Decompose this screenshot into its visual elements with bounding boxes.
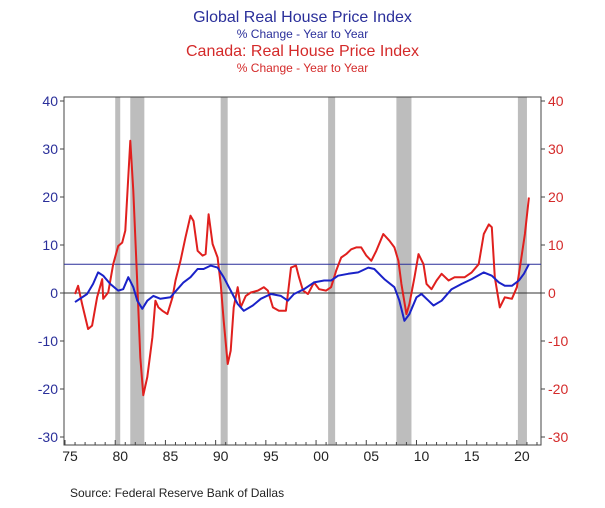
- source-note: Source: Federal Reserve Bank of Dallas: [70, 486, 285, 500]
- series-line-canada: [74, 139, 530, 397]
- x-tick-label: 95: [263, 448, 279, 464]
- x-tick-label: 80: [112, 448, 128, 464]
- y-tick-label-right: 30: [548, 141, 564, 157]
- x-tick-label: 10: [414, 448, 430, 464]
- y-tick-label-left: -20: [38, 381, 58, 397]
- y-tick-label-left: -30: [38, 429, 58, 445]
- x-tick-label: 00: [313, 448, 329, 464]
- y-tick-label-left: 40: [42, 93, 58, 109]
- x-tick-label: 20: [514, 448, 530, 464]
- y-tick-label-left: 0: [50, 285, 58, 301]
- recession-band: [328, 97, 336, 445]
- y-tick-label-right: 20: [548, 189, 564, 205]
- y-tick-label-right: -30: [548, 429, 568, 445]
- y-tick-label-right: 0: [548, 285, 556, 301]
- y-tick-label-left: 10: [42, 237, 58, 253]
- chart-subtitle-canada: % Change - Year to Year: [236, 61, 369, 75]
- chart-title-canada: Canada: Real House Price Index: [185, 43, 420, 60]
- y-tick-label-right: 40: [548, 93, 564, 109]
- y-tick-label-right: -10: [548, 333, 568, 349]
- y-tick-label-left: -10: [38, 333, 58, 349]
- x-tick-label: 05: [363, 448, 379, 464]
- chart-title-global: Global Real House Price Index: [193, 9, 412, 26]
- y-tick-label-right: 10: [548, 237, 564, 253]
- recession-band: [517, 97, 527, 445]
- x-tick-label: 75: [62, 448, 78, 464]
- y-tick-label-left: 20: [42, 189, 58, 205]
- recession-band: [396, 97, 412, 445]
- y-tick-label-left: 30: [42, 141, 58, 157]
- chart-subtitle-global: % Change - Year to Year: [236, 27, 369, 41]
- x-tick-label: 90: [213, 448, 229, 464]
- plot-frame: [63, 96, 542, 446]
- y-tick-label-right: -20: [548, 381, 568, 397]
- x-tick-label: 85: [163, 448, 179, 464]
- series-line-global: [74, 263, 530, 322]
- x-tick-label: 15: [464, 448, 480, 464]
- recession-band: [115, 97, 121, 445]
- recession-band: [220, 97, 228, 445]
